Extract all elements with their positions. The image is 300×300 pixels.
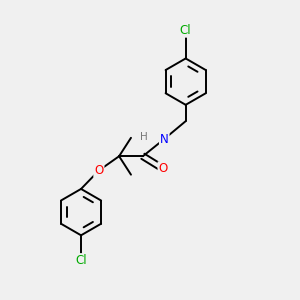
Text: N: N — [160, 133, 169, 146]
Text: Cl: Cl — [180, 24, 191, 37]
Text: Cl: Cl — [75, 254, 87, 267]
Text: H: H — [140, 132, 148, 142]
Text: O: O — [94, 164, 104, 177]
Text: O: O — [158, 162, 168, 175]
